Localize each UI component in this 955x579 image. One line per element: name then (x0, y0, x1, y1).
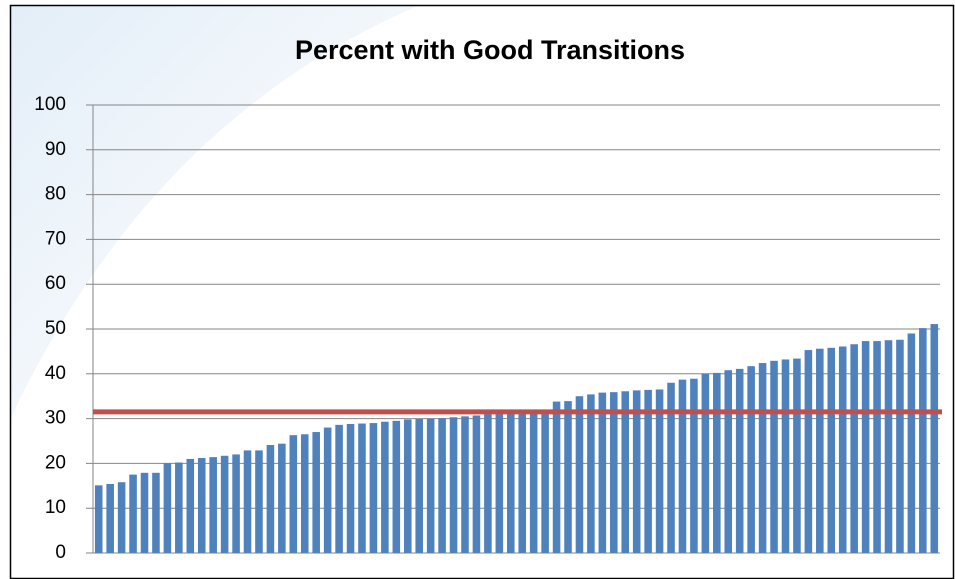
bar (598, 392, 607, 553)
bar (163, 463, 172, 553)
bar (644, 389, 652, 553)
bar (701, 373, 710, 553)
bar (106, 484, 114, 553)
chart-title: Percent with Good Transitions (295, 35, 685, 65)
bar (495, 414, 504, 553)
bar (175, 462, 183, 553)
bar (392, 420, 401, 553)
bar (506, 413, 515, 553)
bar (884, 340, 893, 553)
bar (289, 435, 298, 553)
bar (816, 348, 824, 553)
y-tick-label: 100 (34, 94, 66, 115)
bar (403, 419, 412, 553)
bar (781, 359, 790, 553)
bar (552, 401, 561, 553)
bar (438, 418, 446, 553)
bar (827, 347, 836, 553)
bar (415, 419, 423, 553)
bar (312, 432, 320, 553)
bar (804, 350, 813, 553)
bar (243, 450, 252, 553)
bar (896, 339, 904, 553)
bar (484, 414, 492, 553)
bar (266, 445, 275, 553)
y-tick-label: 70 (45, 228, 66, 249)
bar (667, 382, 675, 553)
bar (930, 324, 939, 553)
bar (129, 474, 137, 553)
bar (907, 333, 916, 553)
bar (381, 421, 389, 553)
bar (587, 394, 595, 553)
bar (575, 396, 584, 553)
bar (220, 455, 229, 553)
bar (861, 341, 870, 553)
bar (518, 412, 527, 553)
y-tick-label: 50 (45, 318, 66, 339)
y-tick-label: 90 (45, 139, 66, 160)
y-tick-label: 40 (45, 363, 66, 384)
bar (735, 368, 744, 553)
bar (300, 434, 309, 553)
bar (747, 366, 755, 553)
bar (850, 344, 858, 553)
bar (117, 482, 126, 553)
bar (655, 389, 664, 553)
y-tick-label: 30 (45, 408, 66, 429)
bar (335, 424, 343, 553)
bar (724, 370, 733, 553)
bar (610, 392, 618, 553)
bar (873, 341, 881, 553)
bar (713, 372, 721, 553)
bar (919, 328, 927, 553)
y-tick-label: 0 (55, 542, 66, 563)
bar (770, 360, 778, 553)
bar (678, 379, 687, 553)
bar (632, 390, 641, 553)
bar (186, 458, 195, 553)
bar (838, 346, 847, 553)
bar (564, 401, 572, 553)
bar (758, 363, 767, 553)
bar (209, 457, 217, 553)
bar (793, 358, 801, 553)
bar (529, 411, 538, 553)
bar (621, 391, 630, 553)
bar (346, 423, 355, 553)
bar (323, 427, 332, 553)
bar (94, 485, 103, 553)
decoration (10, 5, 420, 420)
y-tick-label: 80 (45, 184, 66, 205)
bar (541, 411, 549, 553)
bar (255, 450, 263, 553)
bar (197, 458, 206, 553)
bar (152, 472, 160, 553)
y-tick-label: 10 (45, 497, 66, 518)
bar (426, 418, 435, 553)
bar (461, 416, 469, 553)
bar (358, 423, 366, 553)
y-tick-label: 60 (45, 273, 66, 294)
y-tick-label: 20 (45, 452, 66, 473)
bar (232, 454, 240, 553)
bar (140, 472, 149, 553)
bar (472, 415, 481, 553)
bar (278, 443, 286, 553)
bar (449, 417, 458, 553)
bar (690, 378, 698, 553)
bar (369, 423, 378, 553)
